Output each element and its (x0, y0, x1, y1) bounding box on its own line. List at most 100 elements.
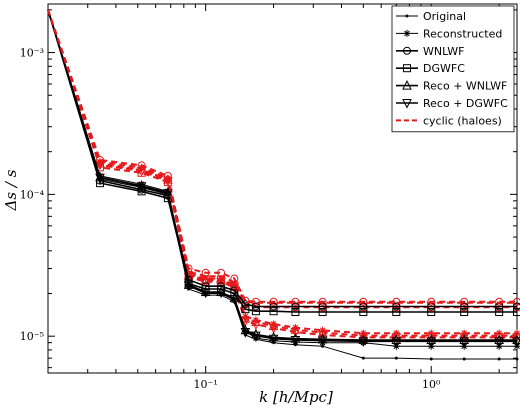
legend-label: Reco + WNLWF (423, 80, 507, 93)
circle-marker (269, 302, 278, 311)
star-marker (185, 270, 193, 278)
triangle-up-marker (494, 334, 504, 344)
triangle-down-marker (200, 277, 211, 288)
y-axis-label: Δs / s (2, 169, 20, 211)
triangle-down-marker (268, 324, 279, 334)
triangle-down-marker (163, 189, 173, 199)
triangle-down-marker (95, 173, 105, 184)
triangle-up-marker (512, 334, 520, 344)
triangle-up-marker (391, 334, 402, 344)
axis-ticks: 10⁻¹ 10⁰ 10⁻⁵ 10⁻⁴ 10⁻³ (20, 4, 517, 391)
triangle-up-marker (290, 333, 301, 343)
square-marker (230, 289, 239, 298)
series-line (47, 9, 517, 343)
triangle-down-marker (459, 337, 470, 347)
y-tick-label: 10⁻³ (20, 47, 44, 60)
star-marker (202, 289, 210, 297)
legend-label: DGWFC (423, 62, 465, 75)
square-marker (251, 307, 260, 316)
circle-marker (291, 302, 300, 311)
circle-marker (403, 46, 411, 55)
circle-marker (318, 297, 327, 306)
triangle-up-marker (95, 171, 105, 182)
triangle-down-marker (136, 182, 147, 192)
triangle-up-marker (459, 334, 470, 344)
series-line (47, 9, 517, 303)
dot-marker (515, 357, 519, 361)
triangle-up-marker (402, 79, 412, 90)
star-marker (427, 329, 435, 337)
triangle-down-marker (317, 336, 328, 347)
legend-label: cyclic (haloes) (423, 114, 502, 127)
star-marker (252, 316, 260, 324)
legend-label: Original (423, 10, 466, 23)
square-marker (291, 308, 300, 317)
star-marker (513, 329, 520, 337)
series-reco-dgwfc (47, 9, 520, 347)
star-marker (359, 329, 367, 337)
circle-marker (513, 297, 520, 306)
star-marker (270, 320, 278, 328)
triangle-down-marker (290, 328, 301, 338)
circle-marker (269, 297, 278, 306)
y-tick-label: 10⁻⁴ (20, 188, 45, 201)
plot-area-frame (47, 3, 518, 374)
square-marker (427, 308, 436, 317)
triangle-up-marker (459, 329, 470, 340)
triangle-down-marker (512, 337, 520, 347)
triangle-down-marker (402, 99, 412, 109)
triangle-down-marker (163, 177, 173, 187)
square-marker (460, 308, 469, 317)
triangle-up-marker (317, 326, 328, 337)
star-marker (230, 281, 238, 289)
star-marker (291, 324, 299, 332)
triangle-up-marker (240, 312, 251, 323)
triangle-up-marker (183, 279, 194, 289)
series-line (47, 9, 517, 304)
x-tick-label: 10⁻¹ (194, 378, 218, 391)
square-marker (359, 308, 368, 317)
series-cyclic-haloes (47, 9, 517, 304)
star-marker (460, 329, 468, 337)
square-marker (495, 308, 504, 317)
triangle-down-marker (229, 283, 240, 294)
square-marker (95, 179, 104, 188)
square-marker (241, 305, 250, 314)
triangle-up-marker (216, 286, 226, 296)
triangle-down-marker (251, 320, 261, 331)
triangle-down-marker (183, 281, 194, 292)
legend-label: Reco + DGWFC (423, 97, 508, 110)
triangle-up-marker (494, 329, 504, 340)
triangle-down-marker (200, 288, 211, 299)
triangle-up-marker (268, 320, 279, 330)
triangle-up-marker (251, 316, 261, 326)
legend: Original Reconstructed WNLWF DGWFC Reco + WN… (391, 5, 515, 133)
star-marker (164, 187, 172, 195)
circle-marker (460, 302, 469, 311)
triangle-down-marker (317, 330, 328, 341)
square-marker (403, 64, 411, 73)
triangle-up-marker (200, 274, 211, 285)
triangle-down-marker (268, 334, 279, 345)
triangle-down-marker (251, 331, 261, 342)
triangle-down-marker (216, 277, 226, 288)
triangle-up-marker (512, 329, 520, 340)
triangle-up-marker (426, 329, 437, 340)
circle-marker (495, 297, 504, 306)
x-axis-label: k [h/Mpc] (259, 388, 333, 406)
square-marker (392, 308, 401, 317)
triangle-up-marker (358, 334, 369, 344)
triangle-up-marker (268, 331, 279, 342)
star-marker (138, 180, 146, 188)
triangle-up-marker (240, 324, 251, 335)
circle-marker (392, 302, 401, 311)
triangle-up-marker (391, 329, 402, 340)
triangle-down-marker (494, 337, 504, 347)
legend-label: Reconstructed (423, 27, 502, 40)
x-tick-label: 10⁰ (422, 378, 441, 391)
dot-marker (462, 357, 466, 361)
triangle-down-marker (358, 337, 369, 347)
circle-marker (359, 297, 368, 306)
star-marker (495, 329, 503, 337)
star-marker (392, 329, 400, 337)
